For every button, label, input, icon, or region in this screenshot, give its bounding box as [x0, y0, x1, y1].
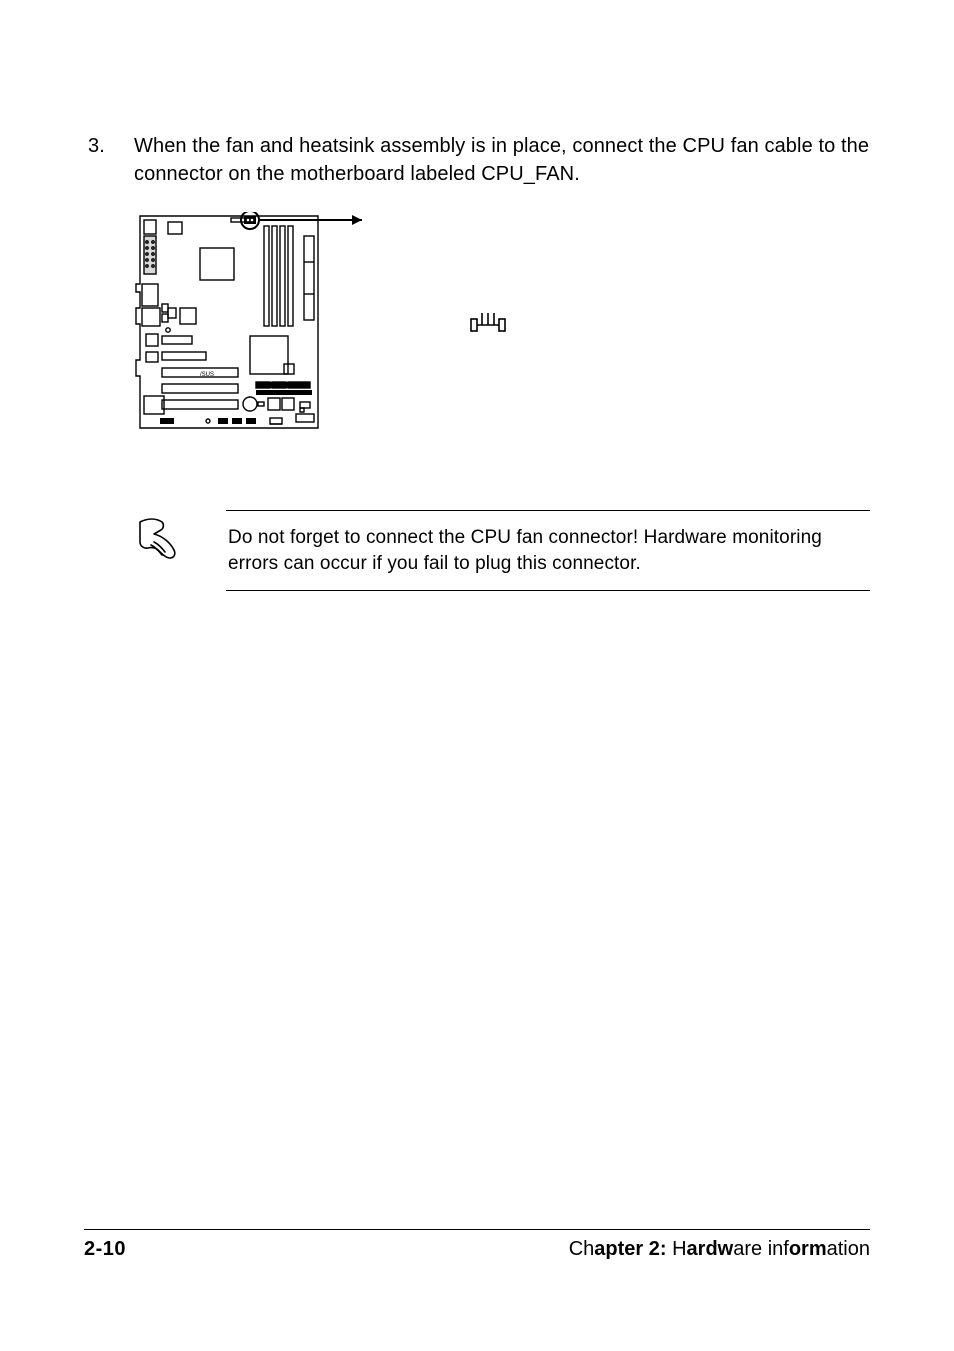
- motherboard-diagram: /SUS: [134, 212, 374, 432]
- step-text: When the fan and heatsink assembly is in…: [134, 132, 870, 188]
- page-footer: 2-10 Chapter 2: Hardware information: [84, 1229, 870, 1261]
- note-block: Do not forget to connect the CPU fan con…: [84, 510, 870, 591]
- connector-detail-icon: [470, 311, 506, 333]
- note-text: Do not forget to connect the CPU fan con…: [226, 510, 870, 591]
- svg-text:/SUS: /SUS: [200, 372, 214, 378]
- step-number: 3.: [84, 132, 134, 188]
- diagram-row: /SUS: [84, 212, 870, 432]
- note-hand-icon: [134, 514, 182, 562]
- chapter-title: Chapter 2: Hardware information: [569, 1238, 870, 1261]
- page-number: 2-10: [84, 1238, 126, 1261]
- instruction-step: 3. When the fan and heatsink assembly is…: [84, 132, 870, 188]
